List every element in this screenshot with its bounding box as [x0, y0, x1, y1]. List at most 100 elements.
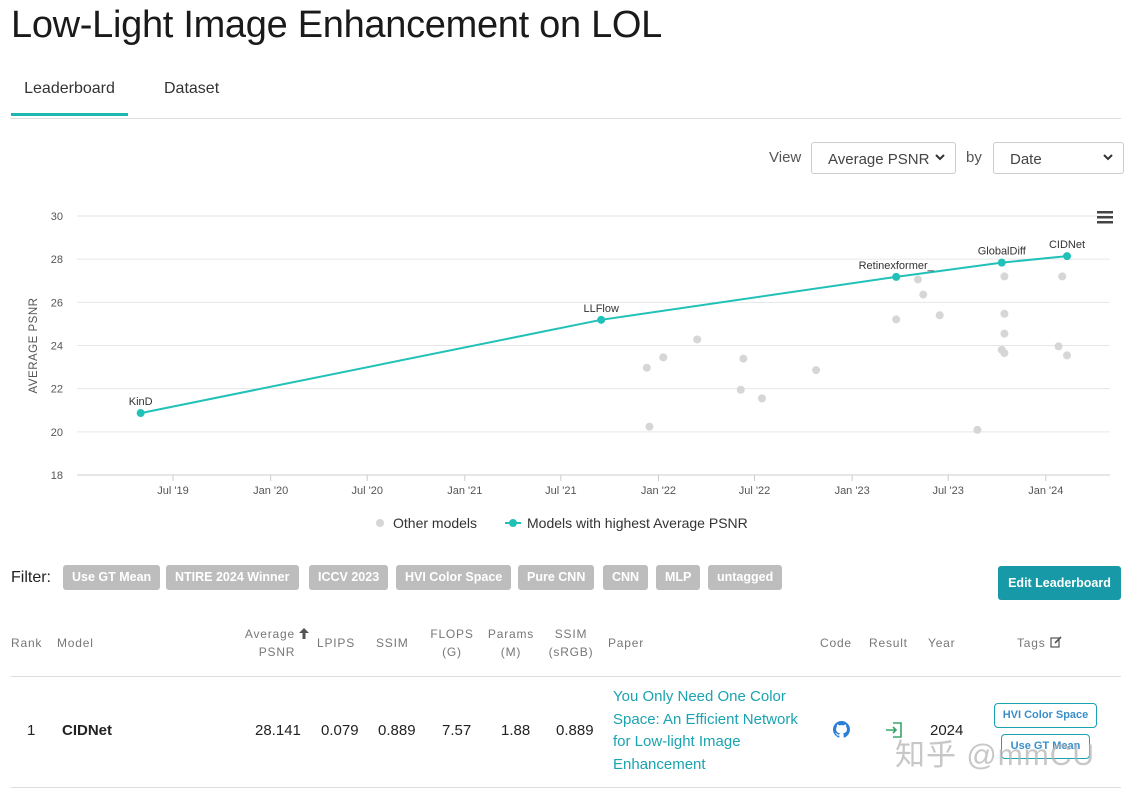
- tag-use-gt-mean[interactable]: Use GT Mean: [1001, 734, 1090, 759]
- th-params[interactable]: Params (M): [486, 625, 536, 661]
- x-tick-label: Jan '22: [641, 485, 676, 497]
- x-tick-label: Jul '19: [157, 485, 188, 497]
- edit-icon[interactable]: [1050, 636, 1062, 648]
- cell-psnr: 28.141: [255, 722, 301, 739]
- tag-hvi-color-space[interactable]: HVI Color Space: [994, 703, 1097, 728]
- table-header-divider: [11, 676, 1121, 677]
- x-tick-label: Jul '20: [351, 485, 382, 497]
- legend-marker-sota: [509, 519, 517, 527]
- x-tick-label: Jan '24: [1028, 485, 1063, 497]
- other-model-point: [892, 315, 901, 324]
- sota-line: [140, 255, 1068, 415]
- other-model-point: [757, 394, 766, 403]
- sota-series: KinD LLFlow Retinexformer_ GlobalDiff CIDNet: [129, 239, 1085, 418]
- x-tick-label: Jul '21: [545, 485, 576, 497]
- filter-chip[interactable]: MLP: [656, 565, 701, 590]
- chart-grid: [77, 215, 1110, 476]
- y-tick-label: 28: [51, 254, 63, 266]
- tab-bar: Leaderboard Dataset: [11, 72, 1121, 119]
- filter-label: Filter:: [11, 569, 51, 586]
- paper-line: for Low-light Image: [613, 733, 741, 750]
- cell-year: 2024: [930, 722, 964, 739]
- th-rank[interactable]: Rank: [11, 636, 43, 650]
- by-label: by: [966, 149, 982, 166]
- other-model-point: [645, 422, 654, 431]
- th-ssim-srgb-line1: SSIM: [554, 627, 588, 641]
- by-select-value: Date: [1010, 151, 1042, 168]
- th-ssim-srgb[interactable]: SSIM (sRGB): [547, 625, 595, 661]
- other-model-point: [973, 425, 982, 434]
- other-model-point: [693, 335, 702, 344]
- sota-point: [597, 315, 606, 324]
- filter-chip[interactable]: Pure CNN: [518, 565, 595, 590]
- view-label: View: [769, 149, 802, 166]
- other-models-points: [642, 272, 1072, 434]
- other-model-point: [1054, 342, 1063, 351]
- th-model[interactable]: Model: [57, 636, 94, 650]
- th-tags-label: Tags: [1017, 636, 1046, 650]
- sota-point-label: CIDNet: [1049, 239, 1085, 251]
- paper-link[interactable]: You Only Need One Color Space: An Effici…: [613, 686, 818, 776]
- y-tick-label: 24: [51, 341, 63, 353]
- filter-chip[interactable]: untagged: [708, 565, 783, 590]
- result-link-icon[interactable]: [885, 722, 903, 738]
- sota-point-label: LLFlow: [583, 303, 619, 315]
- th-result: Result: [869, 636, 908, 650]
- y-axis-label: AVERAGE PSNR: [28, 298, 40, 394]
- tab-leaderboard[interactable]: Leaderboard: [11, 80, 128, 116]
- sota-point: [1063, 252, 1072, 261]
- watermark: 知乎 @mmCU: [895, 739, 1096, 772]
- filter-chip[interactable]: CNN: [603, 565, 649, 590]
- th-psnr-line2: PSNR: [258, 645, 296, 659]
- other-model-point: [919, 290, 928, 299]
- by-select[interactable]: Date: [993, 142, 1124, 174]
- view-select[interactable]: Average PSNR: [811, 142, 956, 174]
- other-model-point: [1000, 329, 1009, 338]
- th-ssim[interactable]: SSIM: [376, 636, 409, 650]
- paper-line: You Only Need One Color: [613, 688, 786, 705]
- other-model-point: [1063, 351, 1072, 360]
- tab-dataset[interactable]: Dataset: [164, 80, 220, 97]
- filter-chip[interactable]: ICCV 2023: [309, 565, 389, 590]
- sort-up-icon: [299, 628, 310, 639]
- y-tick-label: 30: [51, 211, 63, 223]
- cell-rank: 1: [27, 722, 36, 739]
- other-model-point: [1000, 309, 1009, 318]
- th-ssim-srgb-line2: (sRGB): [548, 645, 594, 659]
- cell-flops: 7.57: [442, 722, 472, 739]
- filter-chip[interactable]: HVI Color Space: [396, 565, 512, 590]
- sota-point: [136, 409, 145, 418]
- chevron-down-icon: [935, 154, 945, 161]
- other-model-point: [1058, 272, 1067, 281]
- github-icon[interactable]: [833, 721, 850, 738]
- chevron-down-icon: [1103, 154, 1113, 161]
- th-lpips[interactable]: LPIPS: [317, 636, 356, 650]
- cell-params: 1.88: [501, 722, 531, 739]
- cell-model[interactable]: CIDNet: [62, 722, 113, 739]
- filter-chip[interactable]: NTIRE 2024 Winner: [166, 565, 299, 590]
- th-year[interactable]: Year: [928, 636, 956, 650]
- x-tick-label: Jan '20: [253, 485, 288, 497]
- view-select-value: Average PSNR: [828, 151, 930, 168]
- cell-ssim: 0.889: [378, 722, 416, 739]
- other-model-point: [812, 366, 821, 375]
- x-tick-label: Jul '23: [932, 485, 963, 497]
- th-average-psnr[interactable]: Average PSNR: [244, 625, 310, 661]
- th-flops[interactable]: FLOPS (G): [428, 625, 476, 661]
- edit-leaderboard-button[interactable]: Edit Leaderboard: [998, 566, 1121, 600]
- other-model-point: [913, 275, 922, 284]
- other-model-point: [736, 385, 745, 394]
- y-tick-label: 22: [51, 384, 63, 396]
- other-model-point: [642, 363, 651, 372]
- x-tick-label: Jan '23: [835, 485, 870, 497]
- hamburger-icon[interactable]: [1097, 211, 1113, 224]
- x-tick-label: Jul '22: [739, 485, 770, 497]
- other-model-point: [1000, 272, 1009, 281]
- page-title: Low-Light Image Enhancement on LOL: [11, 4, 662, 46]
- th-flops-line2: (G): [442, 645, 462, 659]
- other-model-point: [1000, 349, 1009, 358]
- x-axis-ticks: Jul '19 Jan '20 Jul '20 Jan '21 Jul '21 Jan '…: [157, 475, 1063, 497]
- sota-point-label: GlobalDiff: [978, 246, 1027, 258]
- filter-chip[interactable]: Use GT Mean: [63, 565, 161, 590]
- sota-point: [892, 272, 901, 281]
